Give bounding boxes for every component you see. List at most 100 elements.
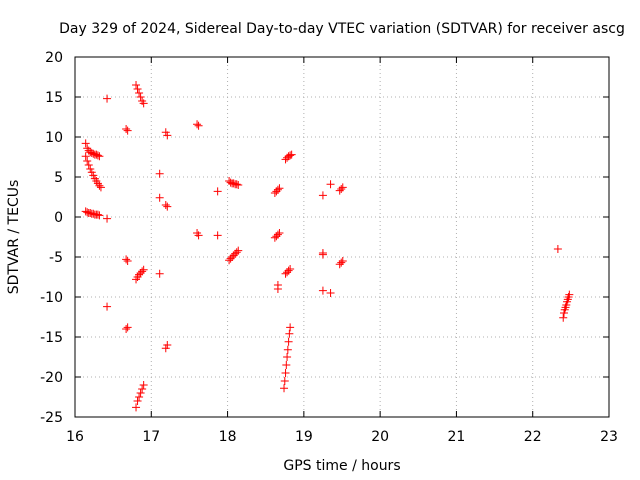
data-point <box>93 210 102 219</box>
data-point <box>89 171 98 180</box>
data-point <box>284 337 293 346</box>
data-point <box>87 168 96 177</box>
data-point <box>95 152 104 161</box>
data-point <box>139 381 148 389</box>
data-point <box>275 229 284 237</box>
y-tick-label: -25 <box>40 410 63 426</box>
data-point <box>273 285 282 293</box>
y-tick-label: 20 <box>45 50 63 66</box>
data-point <box>285 329 294 338</box>
data-point <box>273 230 282 239</box>
grid-lines <box>75 57 609 417</box>
data-point <box>161 201 170 209</box>
chart-title: Day 329 of 2024, Sidereal Day-to-day VTE… <box>59 21 625 37</box>
x-tick-label: 22 <box>524 429 542 445</box>
data-point <box>280 377 289 385</box>
data-point <box>553 245 562 253</box>
data-point <box>155 269 164 278</box>
data-point <box>213 187 222 196</box>
data-point <box>132 81 141 89</box>
data-point <box>273 185 282 194</box>
y-axis-label: SDTVAR / TECUs <box>6 180 22 295</box>
data-point <box>326 289 335 297</box>
y-tick-label: 10 <box>45 130 63 146</box>
data-point <box>194 121 203 130</box>
data-point <box>286 265 295 273</box>
x-tick-label: 17 <box>142 429 160 445</box>
data-point <box>139 265 148 274</box>
data-point <box>103 94 112 103</box>
y-tick-label: 0 <box>54 210 63 226</box>
data-point <box>123 257 132 265</box>
data-point <box>103 302 112 311</box>
data-point <box>95 211 104 220</box>
data-point <box>234 246 243 255</box>
data-point <box>138 385 147 393</box>
data-point <box>282 361 291 369</box>
data-point <box>135 89 144 97</box>
data-point <box>84 161 93 169</box>
data-point <box>193 120 202 129</box>
data-point <box>81 139 90 148</box>
data-point <box>103 214 112 223</box>
data-point <box>135 393 144 401</box>
data-point <box>194 231 203 240</box>
data-point <box>338 257 347 265</box>
y-tick-label: -10 <box>40 290 63 306</box>
data-point <box>136 389 145 397</box>
data-point <box>122 325 131 333</box>
data-point <box>122 255 131 264</box>
axis-ticks: 16 17 18 19 20 21 22 23 -25 -20 -15 -10 -5 0 5 10 15 20 <box>40 50 618 445</box>
data-point <box>161 344 170 353</box>
data-point <box>283 353 292 361</box>
x-axis-label: GPS time / hours <box>283 458 400 474</box>
data-point <box>318 286 327 295</box>
data-point <box>122 125 131 133</box>
data-point <box>133 397 142 405</box>
data-point <box>284 266 293 275</box>
data-point <box>286 323 295 332</box>
data-point <box>232 180 241 189</box>
data-point <box>93 151 102 160</box>
x-tick-label: 18 <box>219 429 237 445</box>
x-tick-label: 19 <box>295 429 313 445</box>
data-point <box>286 151 295 160</box>
data-point <box>234 181 243 189</box>
data-point <box>280 384 289 393</box>
data-point <box>163 131 172 140</box>
data-point <box>136 93 145 101</box>
y-tick-label: -20 <box>40 370 63 386</box>
data-points <box>81 81 574 412</box>
data-point <box>155 169 164 178</box>
y-tick-label: 15 <box>45 90 63 106</box>
data-point <box>213 231 222 240</box>
data-point <box>565 290 574 299</box>
data-point <box>562 301 571 309</box>
plot-frame <box>74 56 610 418</box>
data-point <box>232 248 241 257</box>
data-point <box>287 150 296 159</box>
data-point <box>275 184 284 193</box>
data-point <box>95 181 104 190</box>
x-tick-label: 20 <box>371 429 389 445</box>
data-point <box>96 183 105 192</box>
y-tick-label: -5 <box>49 250 63 266</box>
data-point <box>326 180 335 189</box>
data-point <box>86 165 95 173</box>
data-point <box>83 157 92 165</box>
data-point <box>163 341 172 349</box>
data-point <box>318 191 327 200</box>
y-tick-label: -15 <box>40 330 63 346</box>
data-point <box>281 369 290 377</box>
x-tick-label: 23 <box>600 429 618 445</box>
y-tick-label: 5 <box>54 170 63 186</box>
data-point <box>138 267 147 276</box>
data-point <box>337 185 346 193</box>
data-point <box>161 128 170 137</box>
data-point <box>163 202 172 211</box>
x-tick-label: 16 <box>66 429 84 445</box>
data-point <box>283 345 292 354</box>
data-point <box>559 309 568 317</box>
data-point <box>133 85 142 93</box>
